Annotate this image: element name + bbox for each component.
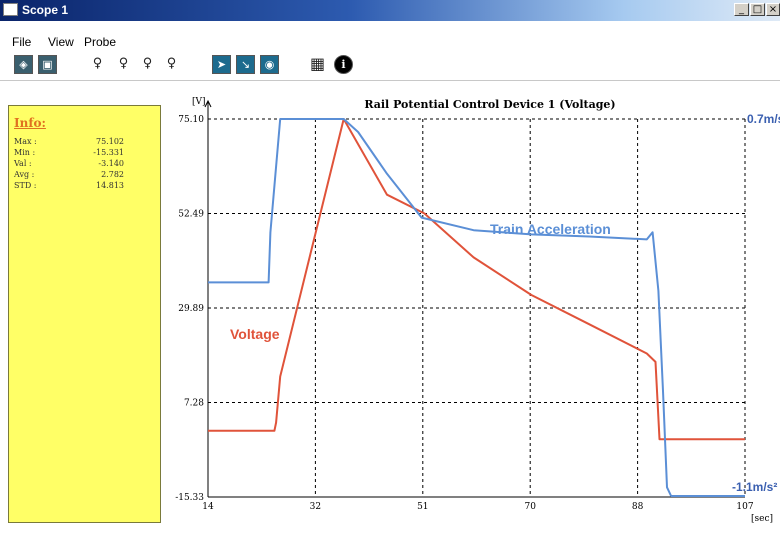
menu-bar: File View Probe	[0, 21, 780, 53]
info-label: Max :	[14, 137, 37, 146]
display-icon[interactable]: ▣	[38, 55, 57, 74]
probe-multi-icon[interactable]: ♀	[142, 56, 153, 71]
info-label: Min :	[14, 148, 36, 157]
train-acceleration-series-label: Train Acceleration	[490, 221, 611, 237]
y-tick-label: 29.89	[178, 304, 204, 314]
info-value: 2.782	[101, 170, 124, 179]
menu-view[interactable]: View	[48, 35, 74, 49]
close-button[interactable]: ×	[766, 3, 780, 16]
right-axis-bottom-label: -1.1m/s²	[732, 480, 777, 494]
right-axis-top-label: 0.7m/s²	[747, 112, 780, 126]
toolbar: ◈ ▣ ♀ ♀ ♀ ♀ ➤ ↘ ◉ ▦ i	[0, 53, 780, 80]
info-value: -3.140	[98, 159, 124, 168]
info-value: -15.331	[93, 148, 124, 157]
probe-icon[interactable]: ♀	[92, 56, 103, 71]
maximize-button[interactable]: □	[750, 3, 765, 16]
probe-x-icon[interactable]: ♀	[118, 56, 129, 71]
minimize-button[interactable]: _	[734, 3, 749, 16]
y-axis-unit-label: [V]	[192, 97, 206, 107]
menu-probe[interactable]: Probe	[84, 35, 117, 49]
info-panel: Info: Max : 75.102 Min : -15.331 Val : -…	[8, 105, 161, 523]
grid-icon[interactable]: ▦	[309, 54, 326, 73]
chart-title: Rail Potential Control Device 1 (Voltage…	[364, 98, 615, 111]
x-tick-label: 88	[632, 502, 644, 512]
scope-layout-icon[interactable]: ◈	[14, 55, 33, 74]
info-value: 14.813	[96, 181, 124, 190]
info-icon[interactable]: i	[334, 55, 353, 74]
menu-file[interactable]: File	[12, 35, 32, 49]
y-tick-label: -15.33	[175, 493, 204, 503]
y-tick-label: 75.10	[178, 115, 204, 125]
voltage-series-label: Voltage	[230, 326, 280, 342]
info-title: Info:	[14, 116, 46, 130]
voltage-line	[208, 118, 745, 441]
x-tick-label: 14	[202, 502, 214, 512]
info-label: Val :	[14, 159, 32, 168]
y-tick-label: 52.49	[178, 210, 204, 220]
window-app-icon	[3, 3, 18, 16]
info-label: STD :	[14, 181, 37, 190]
view-eye-icon[interactable]: ◉	[260, 55, 279, 74]
y-tick-label: 7.28	[184, 398, 204, 408]
window-title-bar[interactable]: Scope 1 _ □ ×	[0, 0, 780, 21]
x-tick-label: 107	[736, 502, 753, 512]
select-arrow-icon[interactable]: ➤	[212, 55, 231, 74]
x-axis-unit-label: [sec]	[751, 514, 773, 524]
info-label: Avg :	[14, 170, 35, 179]
toolbar-divider	[0, 80, 780, 81]
info-value: 75.102	[96, 137, 124, 146]
train-acceleration-line	[208, 118, 745, 497]
measure-arrow-icon[interactable]: ↘	[236, 55, 255, 74]
y-axis-arrow	[204, 99, 212, 108]
probe-remove-icon[interactable]: ♀	[166, 56, 177, 71]
x-tick-label: 70	[524, 502, 536, 512]
x-tick-label: 32	[310, 502, 321, 512]
x-tick-label: 51	[417, 502, 428, 512]
window-title: Scope 1	[22, 3, 69, 17]
